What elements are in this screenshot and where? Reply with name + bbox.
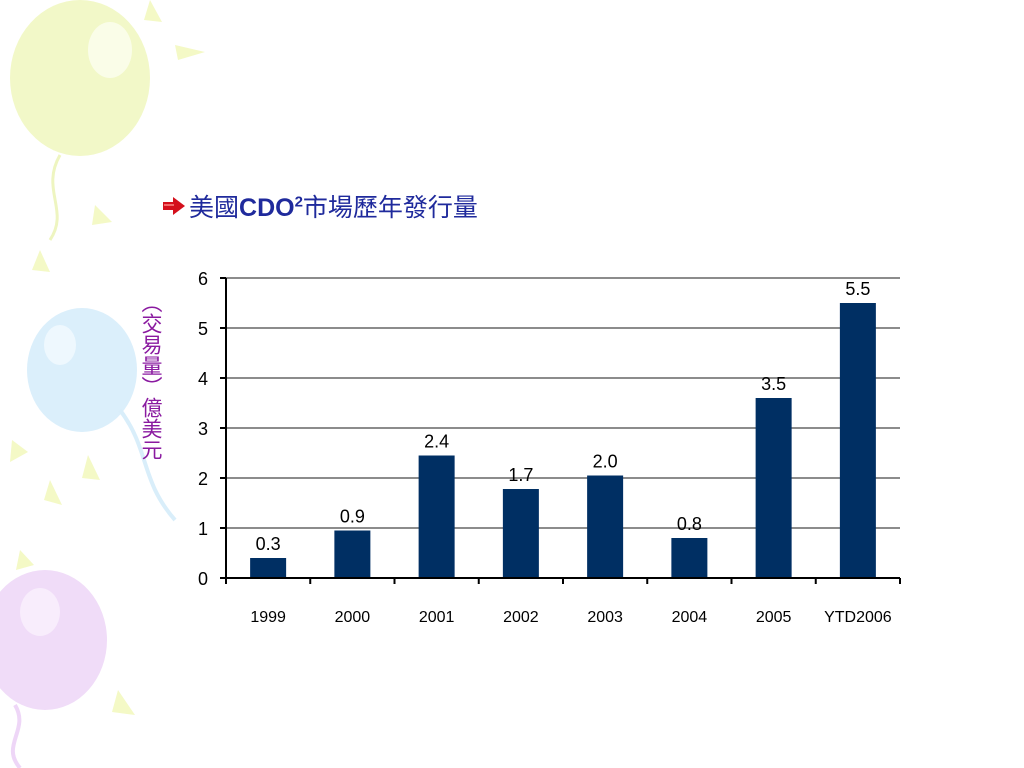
data-label: 1.7 xyxy=(508,465,533,485)
bar xyxy=(671,538,708,578)
x-tick-label: 2005 xyxy=(756,609,792,626)
bar xyxy=(418,455,455,578)
bars xyxy=(250,303,876,578)
x-tick-label: 2001 xyxy=(419,609,455,626)
data-label: 2.0 xyxy=(593,452,618,472)
sun-rays xyxy=(10,0,205,715)
x-tick-label: 2003 xyxy=(587,609,623,626)
slide-title: 美國CDO2市場歷年發行量 xyxy=(163,188,478,224)
title-prefix: 美國 xyxy=(189,193,240,222)
data-label: 3.5 xyxy=(761,374,786,394)
x-tick-label: 2002 xyxy=(503,609,539,626)
y-tick-label: 0 xyxy=(198,569,208,589)
balloon-yellow-highlight xyxy=(88,22,132,78)
y-tick-label: 6 xyxy=(198,269,208,289)
balloon-blue-highlight xyxy=(44,325,76,365)
balloon-yellow-string xyxy=(48,154,62,241)
gridlines xyxy=(226,277,900,529)
bar xyxy=(587,475,624,578)
bar xyxy=(755,398,792,578)
data-label: 0.3 xyxy=(256,534,281,554)
y-tick-label: 5 xyxy=(198,319,208,339)
bar xyxy=(334,530,371,578)
axes xyxy=(220,277,901,584)
x-tick-label: 1999 xyxy=(250,609,286,626)
x-tick-label: 2000 xyxy=(335,609,371,626)
data-label: 2.4 xyxy=(424,432,449,452)
labels: 0 1 2 3 4 5 6 0.3 1999 0.9 2000 2.4 2001 1.7 2002 2.0 20… xyxy=(198,269,892,626)
balloon-blue-string xyxy=(118,408,177,522)
x-tick-label: 2004 xyxy=(672,609,708,626)
y-tick-label: 3 xyxy=(198,419,208,439)
y-tick-label: 1 xyxy=(198,519,208,539)
arrow-bullet-icon xyxy=(163,197,185,215)
title-superscript: 2 xyxy=(294,193,303,211)
bar xyxy=(502,489,539,578)
title-suffix: 市場歷年發行量 xyxy=(302,193,478,222)
bar xyxy=(250,558,287,578)
data-label: 0.8 xyxy=(677,514,702,534)
y-axis-label: （交易量）億美元 xyxy=(139,292,163,460)
data-label: 0.9 xyxy=(340,507,365,527)
y-tick-label: 4 xyxy=(198,369,208,389)
title-bold: CDO xyxy=(239,194,295,222)
balloon-purple-highlight xyxy=(20,588,60,636)
bar xyxy=(839,303,876,578)
balloon-purple-string xyxy=(10,703,22,768)
data-label: 5.5 xyxy=(845,279,870,299)
x-tick-label: YTD2006 xyxy=(824,609,892,626)
y-tick-label: 2 xyxy=(198,469,208,489)
